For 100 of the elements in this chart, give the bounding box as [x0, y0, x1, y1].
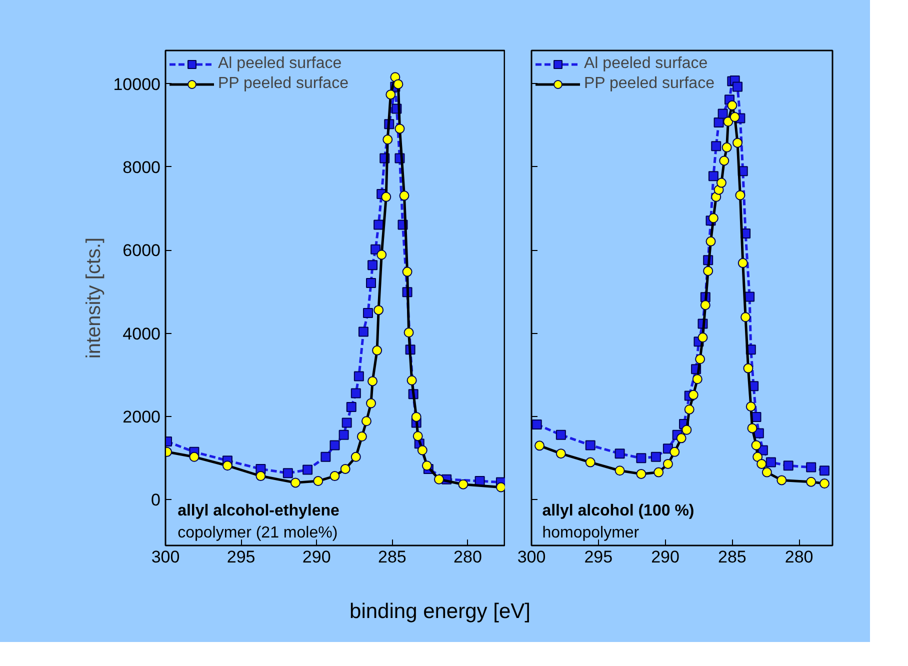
point — [711, 141, 722, 152]
point — [350, 388, 361, 398]
point — [698, 332, 708, 343]
point — [394, 124, 405, 134]
point — [700, 300, 710, 310]
point — [338, 430, 349, 440]
legend-label: Al peeled surface — [218, 55, 342, 73]
point — [434, 474, 444, 484]
point — [411, 412, 422, 422]
point — [361, 416, 372, 426]
point — [676, 433, 686, 444]
point — [372, 345, 382, 356]
annotation: allyl alcohol (100 %) — [542, 502, 694, 520]
point — [747, 423, 758, 434]
point — [368, 260, 378, 270]
point — [706, 236, 716, 246]
point — [313, 476, 324, 486]
y-tick-label: 6000 — [122, 241, 161, 260]
point — [406, 375, 417, 386]
point — [585, 457, 596, 468]
point — [776, 475, 787, 486]
point — [320, 452, 331, 462]
point — [682, 424, 692, 435]
point — [374, 305, 384, 316]
point — [496, 482, 505, 492]
point — [532, 419, 542, 430]
point — [670, 446, 680, 457]
y-tick-label: 10000 — [113, 74, 161, 94]
point — [412, 431, 423, 442]
point — [556, 448, 566, 459]
point — [340, 464, 350, 474]
x-axis-title: binding energy [eV] — [350, 599, 530, 625]
point — [404, 328, 414, 338]
point — [708, 171, 718, 182]
annotation: homopolymer — [542, 524, 640, 542]
point — [290, 478, 300, 488]
point — [727, 100, 738, 110]
x-tick-label: 295 — [584, 548, 613, 566]
point — [654, 467, 664, 478]
point — [417, 445, 428, 456]
point — [819, 466, 830, 476]
point — [342, 418, 352, 428]
point — [684, 404, 694, 414]
point — [386, 90, 396, 100]
point — [382, 134, 393, 145]
point — [662, 458, 673, 469]
point — [743, 363, 754, 374]
y-tick-label: 8000 — [122, 158, 161, 177]
point — [732, 82, 743, 92]
point — [362, 308, 373, 318]
point — [756, 458, 767, 469]
legend-label: PP peeled surface — [218, 75, 348, 93]
x-tick-label: 300 — [517, 548, 546, 566]
y-tick-label: 4000 — [122, 324, 161, 344]
point — [751, 440, 762, 450]
point — [356, 432, 367, 442]
point — [393, 79, 404, 90]
point — [358, 326, 368, 337]
point — [730, 112, 740, 122]
point — [350, 452, 361, 462]
point — [703, 266, 714, 276]
point — [585, 440, 596, 450]
point — [381, 192, 392, 202]
point — [650, 452, 661, 462]
point — [346, 402, 356, 412]
point — [376, 250, 387, 260]
x-tick-label: 280 — [784, 548, 814, 566]
annotation: copolymer (21 mole%) — [178, 524, 338, 542]
point — [783, 460, 794, 471]
point — [399, 190, 410, 201]
point — [422, 460, 432, 471]
annotation: allyl alcohol-ethylene — [178, 502, 340, 520]
x-tick-label: 290 — [651, 548, 680, 566]
point — [723, 116, 734, 127]
point — [636, 468, 646, 479]
x-tick-label: 290 — [302, 548, 331, 566]
point — [716, 178, 726, 188]
point — [354, 371, 364, 382]
point — [714, 117, 724, 128]
y-axis-title: intensity [cts.] — [83, 237, 106, 359]
x-tick-label: 300 — [151, 548, 180, 566]
point — [402, 266, 412, 277]
point — [762, 467, 772, 478]
x-tick-label: 295 — [226, 548, 256, 566]
point — [614, 448, 625, 459]
legend-label: PP peeled surface — [584, 75, 714, 93]
point — [708, 213, 718, 224]
point — [718, 108, 728, 119]
point — [330, 440, 340, 450]
point — [614, 466, 625, 476]
point — [735, 190, 746, 200]
point — [766, 457, 776, 468]
point — [189, 452, 200, 462]
point — [282, 468, 293, 478]
legend-label: Al peeled surface — [584, 55, 708, 73]
point — [806, 462, 816, 472]
point — [458, 479, 468, 490]
point — [534, 440, 545, 451]
point — [368, 376, 378, 386]
x-tick-label: 285 — [378, 548, 406, 566]
